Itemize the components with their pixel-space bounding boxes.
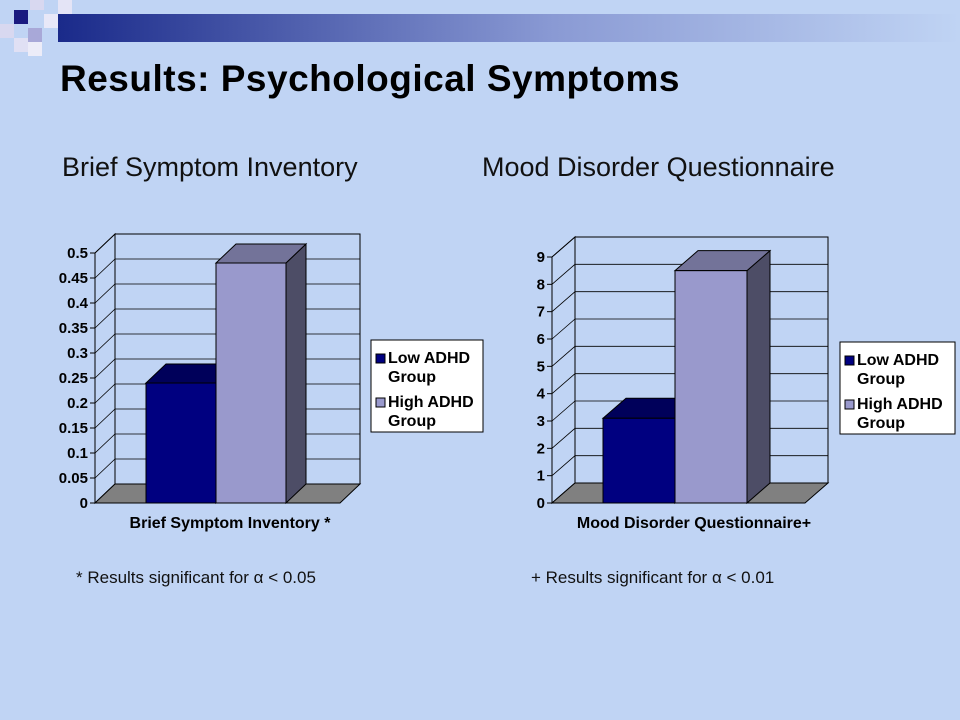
deco-square bbox=[28, 42, 42, 56]
y-tick-label: 0.25 bbox=[59, 370, 88, 387]
legend-label: High ADHD bbox=[388, 394, 474, 411]
legend: Low ADHD Group High ADHD Group bbox=[370, 339, 484, 433]
note-left-prefix: * Results significant for bbox=[76, 568, 254, 587]
y-tick-label: 6 bbox=[537, 331, 545, 348]
deco-square bbox=[14, 38, 28, 52]
y-tick-label: 0.45 bbox=[59, 270, 88, 287]
note-right-suffix: < 0.01 bbox=[721, 568, 775, 587]
y-tick-label: 0.5 bbox=[67, 245, 88, 262]
y-tick-label: 5 bbox=[537, 358, 545, 375]
deco-square bbox=[0, 24, 14, 38]
deco-square bbox=[28, 28, 42, 42]
note-left: * Results significant for α < 0.05 bbox=[76, 568, 316, 588]
alpha-symbol: α bbox=[711, 568, 722, 587]
page-title: Results: Psychological Symptoms bbox=[60, 58, 681, 99]
bar bbox=[674, 270, 748, 504]
bsi-chart: 0 0.05 0.1 0.15 0.2 0.25 0.3 0.35 0.4 0.45 0.5 Brie… bbox=[59, 232, 484, 532]
bar bbox=[145, 382, 217, 504]
note-right-prefix: + Results significant for bbox=[531, 568, 712, 587]
bar bbox=[602, 417, 676, 504]
legend-label: Group bbox=[857, 415, 905, 432]
deco-square bbox=[30, 0, 44, 10]
y-tick-label: 0 bbox=[80, 495, 88, 512]
y-tick-label: 2 bbox=[537, 440, 545, 457]
y-tick-label: 4 bbox=[537, 386, 546, 403]
y-tick-label: 3 bbox=[537, 413, 545, 430]
legend-label: Group bbox=[388, 413, 436, 430]
deco-square bbox=[58, 0, 72, 14]
y-tick-label: 0.2 bbox=[67, 395, 88, 412]
y-tick-label: 0.35 bbox=[59, 320, 88, 337]
legend-swatch bbox=[844, 355, 855, 366]
legend-box bbox=[370, 339, 484, 433]
legend-label: Low ADHD bbox=[857, 352, 939, 369]
y-tick-label: 0 bbox=[537, 495, 545, 512]
legend-box bbox=[839, 341, 956, 435]
mdq-chart: 0 1 2 3 4 5 6 7 8 9 Mood Disorder Questionnaire+ Lo… bbox=[537, 235, 956, 532]
deco-square bbox=[44, 14, 58, 28]
y-tick-label: 1 bbox=[537, 468, 545, 485]
legend-label: Group bbox=[857, 371, 905, 388]
deco-square bbox=[14, 10, 28, 24]
bar-side bbox=[746, 249, 771, 505]
note-left-suffix: < 0.05 bbox=[263, 568, 316, 587]
y-tick-label: 0.1 bbox=[67, 445, 88, 462]
gridline bbox=[551, 236, 828, 258]
y-tick-label: 9 bbox=[537, 249, 545, 266]
y-tick-label: 0.15 bbox=[59, 420, 88, 437]
note-right: + Results significant for α < 0.01 bbox=[531, 568, 774, 588]
y-tick-label: 0.3 bbox=[67, 345, 88, 362]
x-axis-label: Mood Disorder Questionnaire+ bbox=[577, 515, 811, 532]
y-tick-label: 0.05 bbox=[59, 470, 88, 487]
y-tick-label: 7 bbox=[537, 304, 545, 321]
gridline bbox=[94, 233, 360, 254]
x-axis-label: Brief Symptom Inventory * bbox=[130, 515, 332, 532]
y-tick-label: 8 bbox=[537, 276, 545, 293]
header-decoration bbox=[0, 0, 960, 56]
bar-side bbox=[285, 242, 307, 505]
chart-side-wall bbox=[551, 235, 576, 505]
legend-swatch bbox=[844, 399, 855, 410]
y-tick-label: 0.4 bbox=[67, 295, 89, 312]
legend-label: High ADHD bbox=[857, 396, 943, 413]
legend-swatch bbox=[375, 397, 386, 408]
legend-swatch bbox=[375, 353, 386, 364]
subtitle-left: Brief Symptom Inventory bbox=[62, 152, 358, 182]
legend-label: Group bbox=[388, 369, 436, 386]
bar bbox=[215, 262, 287, 504]
legend-label: Low ADHD bbox=[388, 350, 470, 367]
alpha-symbol: α bbox=[253, 568, 264, 587]
header-gradient-bar bbox=[58, 14, 960, 42]
subtitle-right: Mood Disorder Questionnaire bbox=[482, 152, 835, 182]
legend: Low ADHD Group High ADHD Group bbox=[839, 341, 956, 435]
